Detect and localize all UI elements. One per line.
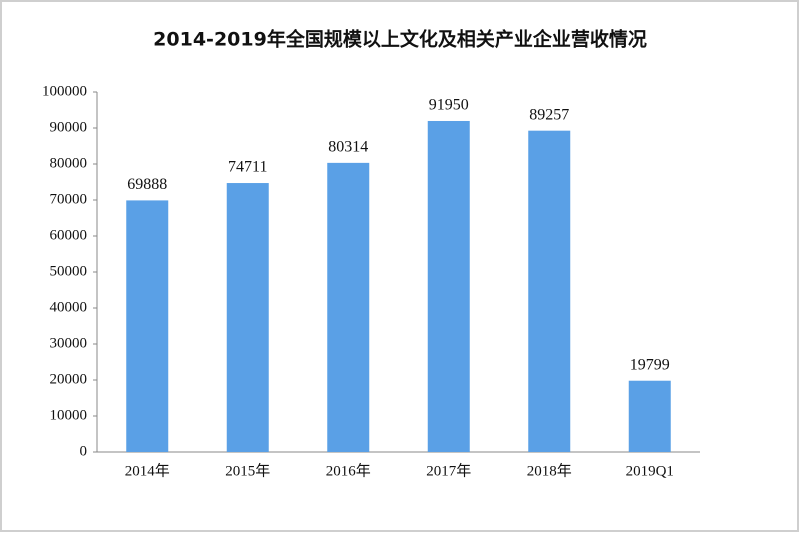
x-tick-label: 2019Q1 bbox=[626, 463, 674, 479]
value-label: 91950 bbox=[429, 97, 469, 114]
x-tick-label: 2017年 bbox=[426, 462, 471, 479]
y-tick-label: 20000 bbox=[50, 371, 88, 387]
value-label: 89257 bbox=[529, 106, 569, 123]
value-label: 19799 bbox=[630, 356, 670, 373]
bar bbox=[427, 120, 470, 452]
y-tick-label: 0 bbox=[80, 443, 88, 459]
y-tick-label: 60000 bbox=[50, 227, 88, 243]
y-tick-label: 70000 bbox=[50, 191, 88, 207]
y-tick-label: 100000 bbox=[42, 83, 87, 99]
bar bbox=[628, 380, 671, 452]
bar bbox=[528, 130, 571, 452]
y-tick-label: 30000 bbox=[50, 335, 88, 351]
value-label: 69888 bbox=[127, 176, 167, 193]
value-label: 80314 bbox=[328, 139, 368, 156]
y-tick-label: 90000 bbox=[50, 119, 88, 135]
chart-title: 2014-2019年全国规模以上文化及相关产业企业营收情况 bbox=[153, 28, 647, 51]
x-tick-label: 2018年 bbox=[527, 462, 572, 479]
y-tick-label: 80000 bbox=[50, 155, 88, 171]
x-tick-label: 2014年 bbox=[125, 462, 170, 479]
x-tick-label: 2015年 bbox=[225, 462, 270, 479]
x-tick-label: 2016年 bbox=[326, 462, 371, 479]
value-label: 74711 bbox=[228, 159, 267, 176]
bar bbox=[226, 183, 269, 452]
bar bbox=[327, 162, 370, 452]
y-tick-label: 10000 bbox=[50, 407, 88, 423]
y-tick-label: 50000 bbox=[50, 263, 88, 279]
y-tick-label: 40000 bbox=[50, 299, 88, 315]
bar bbox=[126, 200, 169, 452]
